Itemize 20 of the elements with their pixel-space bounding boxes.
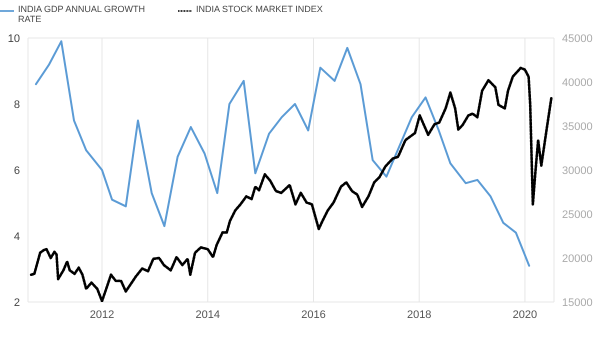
y2-tick-label: 15000 [562, 296, 593, 309]
y2-tick-label: 30000 [562, 164, 593, 177]
line-series [34, 40, 530, 267]
y2-tick-label: 45000 [562, 32, 593, 45]
x-tick-label: 2018 [406, 308, 432, 321]
x-tick-label: 2014 [195, 308, 220, 321]
y-tick-label: 2 [14, 296, 20, 309]
legend-label: INDIA GDP ANNUAL GROWTH RATE [18, 4, 146, 24]
x-tick-label: 2016 [301, 308, 326, 321]
y2-tick-label: 35000 [562, 120, 593, 133]
x-tick-label: 2012 [90, 308, 114, 321]
y-tick-label: 10 [8, 32, 20, 45]
y2-tick-label: 20000 [562, 252, 593, 265]
y-tick-label: 6 [14, 164, 20, 177]
y2-tick-label: 25000 [562, 208, 593, 221]
y-tick-label: 8 [14, 98, 20, 111]
y-tick-label: 4 [14, 230, 20, 243]
legend-label: INDIA STOCK MARKET INDEX [196, 4, 323, 14]
y2-tick-label: 40000 [562, 76, 593, 89]
x-tick-label: 2020 [512, 308, 538, 321]
